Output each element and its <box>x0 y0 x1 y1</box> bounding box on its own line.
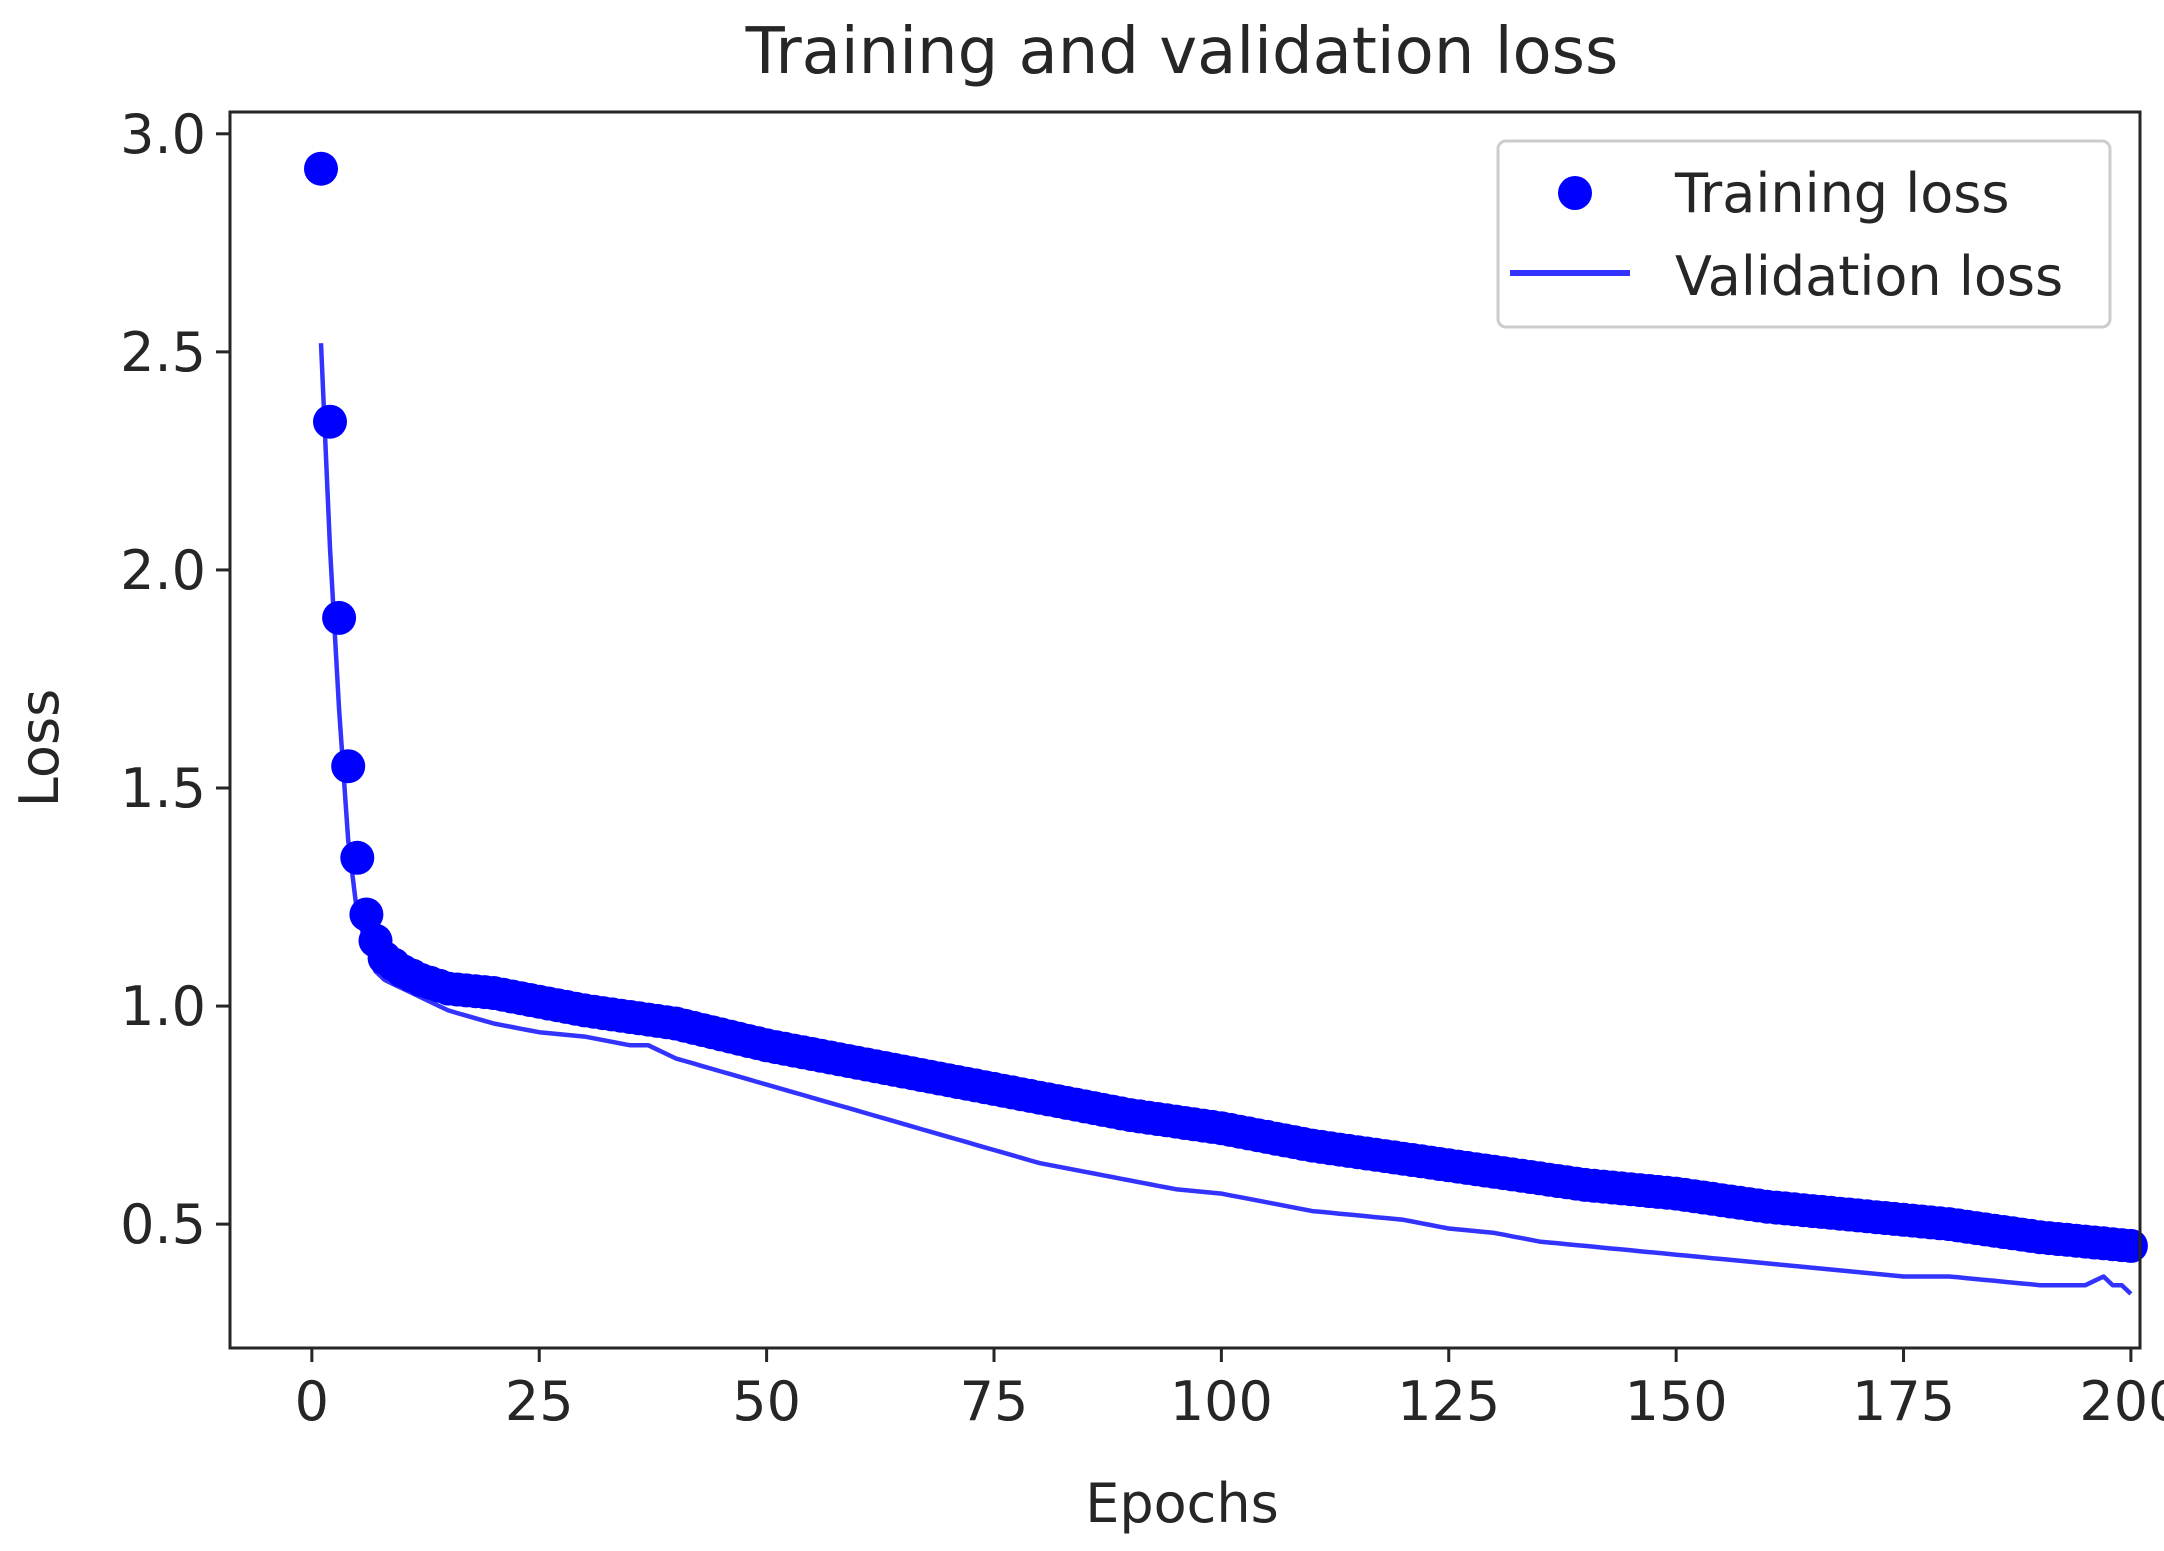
training-loss-point <box>340 840 375 875</box>
x-tick-label: 25 <box>505 1370 574 1433</box>
x-tick-label: 125 <box>1397 1370 1500 1433</box>
x-tick-label: 200 <box>2079 1370 2164 1433</box>
y-tick-label: 1.0 <box>120 975 206 1038</box>
validation-loss-line <box>318 343 2133 1296</box>
training-loss-point <box>349 897 384 932</box>
x-tick-label: 0 <box>295 1370 329 1433</box>
y-tick-label: 0.5 <box>120 1193 206 1256</box>
legend-validation-label: Validation loss <box>1675 245 2063 308</box>
x-tick-label: 75 <box>960 1370 1029 1433</box>
y-tick-label: 1.5 <box>120 757 206 820</box>
legend: Training loss Validation loss <box>1496 139 2112 329</box>
legend-training-label: Training loss <box>1674 162 2010 225</box>
plot-area <box>304 151 2148 1296</box>
training-loss-point <box>313 404 347 439</box>
training-loss-point <box>304 151 338 186</box>
training-loss-point <box>331 749 366 784</box>
x-axis-label: Epochs <box>1085 1472 1278 1535</box>
x-axis: 0 25 50 75 100 125 150 175 200 <box>295 1348 2164 1433</box>
x-tick-label: 100 <box>1170 1370 1273 1433</box>
legend-training-marker <box>1558 176 1592 210</box>
training-loss-point <box>322 600 357 635</box>
chart-title: Training and validation loss <box>745 15 1619 89</box>
legend-box <box>1496 139 2112 329</box>
training-loss-point <box>2113 1228 2148 1263</box>
y-tick-label: 3.0 <box>120 103 206 166</box>
axes-frame <box>228 110 2142 1350</box>
y-tick-label: 2.5 <box>120 321 206 384</box>
x-tick-label: 175 <box>1852 1370 1955 1433</box>
x-tick-label: 150 <box>1625 1370 1728 1433</box>
y-axis: 0.5 1.0 1.5 2.0 2.5 3.0 <box>120 103 230 1256</box>
y-axis-label: Loss <box>8 689 71 807</box>
y-tick-label: 2.0 <box>120 539 206 602</box>
x-tick-label: 50 <box>732 1370 801 1433</box>
